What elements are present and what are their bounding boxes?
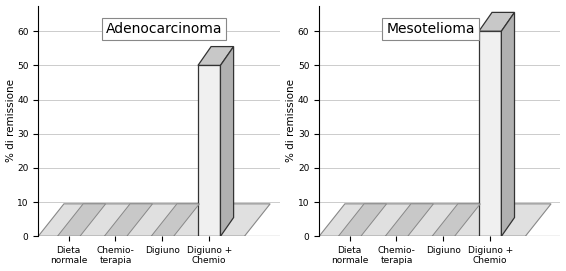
Y-axis label: % di remissione: % di remissione	[286, 79, 297, 162]
Text: Adenocarcinoma: Adenocarcinoma	[106, 22, 222, 36]
Y-axis label: % di remissione: % di remissione	[6, 79, 15, 162]
Polygon shape	[221, 47, 234, 236]
Polygon shape	[151, 204, 199, 236]
Polygon shape	[38, 204, 270, 236]
Text: Mesotelioma: Mesotelioma	[387, 22, 475, 36]
Polygon shape	[104, 204, 152, 236]
Polygon shape	[432, 204, 481, 236]
Polygon shape	[319, 204, 551, 236]
Polygon shape	[338, 204, 387, 236]
Polygon shape	[198, 65, 221, 236]
Polygon shape	[501, 12, 514, 236]
Polygon shape	[479, 31, 501, 236]
Polygon shape	[385, 204, 434, 236]
Polygon shape	[479, 12, 514, 31]
Polygon shape	[198, 47, 234, 65]
Polygon shape	[57, 204, 106, 236]
